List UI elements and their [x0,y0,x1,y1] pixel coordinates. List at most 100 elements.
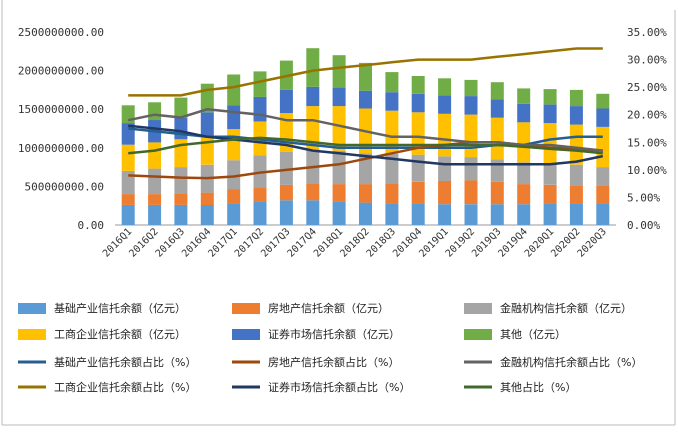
bar-financial [279,151,293,185]
bar-other [596,93,610,109]
legend-item-l_financial: 金融机构信托余额占比（%） [464,355,642,369]
bar-other [517,88,531,104]
bar-infra [517,204,531,225]
right-tick-label: 5.00% [627,191,660,204]
bar-industrial [543,123,557,164]
bar-realestate [517,184,531,205]
bar-other [490,82,504,100]
legend-label: 证券市场信托余额占比（%） [268,380,410,394]
legend-label: 房地产信托余额（亿元） [268,301,389,315]
bar-other [332,55,346,88]
bar-industrial [121,144,135,171]
legend-label: 金融机构信托余额（亿元） [500,301,632,315]
bar-securities [569,106,583,125]
bar-realestate [227,189,241,204]
bar-realestate [200,192,214,205]
legend-swatch [18,329,46,340]
bar-series-infra [121,200,610,225]
bar-series-securities [121,86,610,145]
bar-infra [385,203,399,225]
bar-financial [543,163,557,185]
bar-other [174,97,188,118]
bar-infra [121,204,135,225]
bar-industrial [148,142,162,169]
bar-infra [200,204,214,225]
left-tick-label: 1500000000.00 [18,103,104,116]
left-axis: 0.00 500000000.00 1000000000.00 1500000000.… [18,26,104,232]
right-tick-label: 0.00% [627,219,660,232]
bar-infra [148,204,162,225]
legend-swatch [232,329,260,340]
bar-industrial [596,127,610,168]
bar-financial [359,153,372,185]
legend-swatch [18,303,46,314]
bar-realestate [543,184,557,204]
bar-financial [596,167,610,186]
bar-financial [385,154,399,184]
bar-securities [200,112,214,136]
left-tick-label: 2000000000.00 [18,65,104,78]
bar-realestate [253,187,267,202]
bar-other [306,48,320,87]
bar-securities [596,108,610,127]
bar-series-realestate [121,180,610,205]
bar-industrial [385,110,399,154]
legend-item-securities: 证券市场信托余额（亿元） [232,327,400,341]
bar-industrial [200,135,214,165]
bar-financial [332,150,346,185]
bar-financial [569,164,583,186]
legend-label: 基础产业信托余额占比（%） [54,355,196,369]
right-tick-label: 10.00% [627,164,667,177]
bar-infra [359,202,372,225]
bar-industrial [490,117,504,160]
bar-infra [596,203,610,225]
legend-item-financial: 金融机构信托余额（亿元） [464,301,632,315]
right-tick-label: 20.00% [627,109,667,122]
bar-other [569,89,583,107]
bar-other [385,72,399,93]
bar-other [543,89,557,105]
bar-industrial [332,106,346,151]
right-tick-label: 30.00% [627,54,667,67]
bar-industrial [227,129,241,161]
line-l_securities [128,124,604,166]
bar-infra [279,200,293,225]
bar-financial [411,154,425,182]
right-tick-label: 35.00% [627,26,667,39]
bar-realestate [121,194,135,205]
legend-swatch [464,303,492,314]
left-tick-label: 0.00 [78,219,105,232]
bar-realestate [490,181,504,205]
legend-swatch [232,303,260,314]
bar-securities [517,103,531,123]
bar-realestate [385,183,399,204]
bar-securities [490,99,504,118]
bar-financial [148,168,162,195]
legend-item-infra: 基础产业信托余额（亿元） [18,301,186,315]
line-l_other [128,136,603,155]
bar-infra [253,201,267,225]
right-tick-label: 25.00% [627,81,667,94]
legend-label: 其他（亿元） [500,328,566,341]
legend-label: 其他占比（%） [500,380,576,394]
bar-securities [253,96,267,122]
bar-realestate [411,181,425,204]
bar-securities [543,104,557,124]
right-tick-label: 15.00% [627,136,667,149]
bar-infra [438,204,452,225]
bar-other [464,79,478,97]
legend-item-l_realestate: 房地产信托余额占比（%） [232,355,399,369]
bar-infra [306,200,320,225]
bar-securities [385,92,399,111]
legend-item-other: 其他（亿元） [464,328,566,341]
bar-realestate [332,184,346,202]
bar-infra [543,203,557,225]
bar-financial [121,171,135,195]
left-tick-label: 500000000.00 [25,180,104,193]
bar-securities [306,86,320,107]
bar-realestate [464,180,478,205]
bar-other [227,74,241,106]
bar-securities [279,89,293,114]
bar-industrial [464,114,478,158]
